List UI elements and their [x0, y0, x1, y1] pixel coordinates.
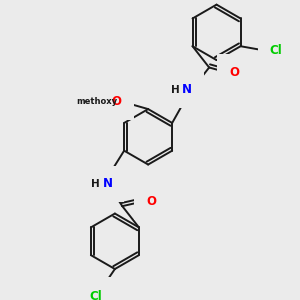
Text: O: O	[112, 95, 122, 108]
Text: H: H	[172, 85, 180, 95]
Text: H: H	[91, 179, 100, 189]
Text: Cl: Cl	[269, 44, 282, 57]
Text: N: N	[103, 178, 112, 190]
Text: O: O	[229, 66, 239, 79]
Text: N: N	[182, 83, 192, 96]
Text: O: O	[146, 195, 156, 208]
Text: Cl: Cl	[89, 290, 102, 300]
Text: methoxy: methoxy	[76, 97, 117, 106]
